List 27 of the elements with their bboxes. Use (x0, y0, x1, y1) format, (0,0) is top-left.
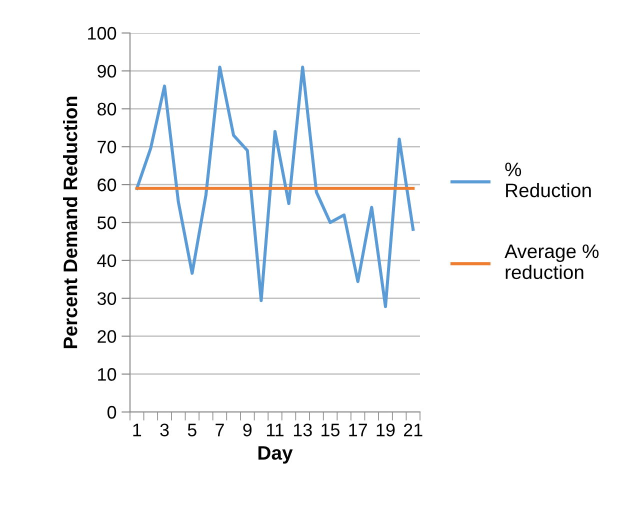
y-tick-label: 10 (98, 368, 116, 381)
x-tick-label: 5 (188, 424, 196, 436)
x-tick-label: 21 (404, 424, 422, 436)
y-tick-label: 50 (97, 216, 116, 230)
x-tick-label: 13 (294, 424, 312, 436)
x-tick-label: 17 (349, 424, 367, 436)
legend-label: Average % reduction (504, 244, 599, 280)
x-axis-title: Day (258, 446, 293, 464)
y-tick-label: 40 (97, 254, 116, 268)
x-tick-label: 19 (376, 424, 395, 436)
x-tick-label: 11 (267, 424, 284, 436)
line-series (135, 66, 415, 308)
y-axis-title: Percent Demand Reduction (63, 96, 78, 348)
y-tick-label: 0 (107, 406, 116, 419)
y-tick-label: 90 (98, 64, 116, 78)
x-tick-label: 15 (322, 424, 340, 436)
y-tick-label: 60 (98, 178, 116, 192)
y-tick-label: 70 (98, 140, 116, 154)
y-tick-label: 100 (88, 26, 116, 40)
y-tick-label: 30 (97, 292, 116, 306)
x-tick-label: 9 (243, 424, 252, 436)
y-tick-label: 20 (98, 330, 116, 343)
x-tick-label: 3 (160, 424, 169, 436)
y-tick-label: 80 (98, 102, 116, 116)
legend-label: % Reduction (505, 162, 591, 198)
x-tick-label: 1 (133, 424, 142, 436)
x-tick-label: 7 (216, 424, 224, 436)
